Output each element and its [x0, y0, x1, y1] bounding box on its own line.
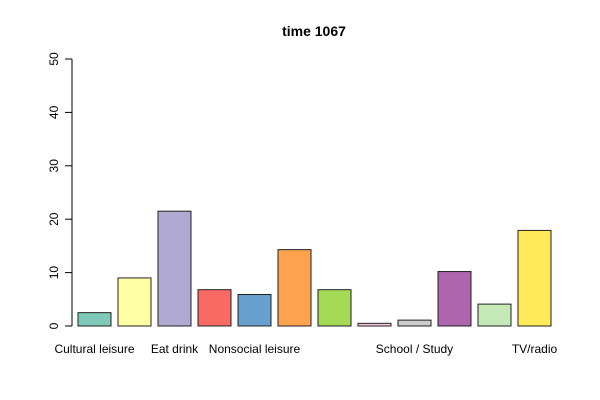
bar: [437, 271, 472, 327]
bar: [357, 322, 392, 327]
y-tick-label: 0: [47, 322, 61, 329]
y-tick-label: 30: [47, 159, 61, 173]
bar: [477, 303, 512, 327]
y-tick-label: 40: [47, 105, 61, 119]
x-category-label: TV/radio: [512, 342, 558, 356]
bar: [517, 229, 552, 327]
bar: [237, 293, 272, 327]
y-tick-label: 10: [47, 266, 61, 280]
bar: [277, 249, 312, 327]
bar: [397, 319, 432, 327]
x-category-label: Cultural leisure: [54, 342, 134, 356]
bar: [317, 289, 352, 327]
x-axis-labels: Cultural leisure Eat drink Nonsocial leisu…: [54, 342, 557, 356]
bars: [77, 210, 552, 327]
x-category-label: School / Study: [376, 342, 453, 356]
x-category-label: Nonsocial leisure: [209, 342, 301, 356]
chart-title: time 1067: [282, 23, 346, 39]
bar: [197, 289, 232, 327]
x-category-label: Eat drink: [151, 342, 199, 356]
y-tick-label: 20: [47, 212, 61, 226]
bar: [77, 312, 112, 327]
y-tick-label: 50: [47, 52, 61, 66]
bar: [117, 277, 152, 327]
bar: [157, 210, 192, 327]
y-axis: 0 10 20 30 40 50: [47, 52, 73, 329]
